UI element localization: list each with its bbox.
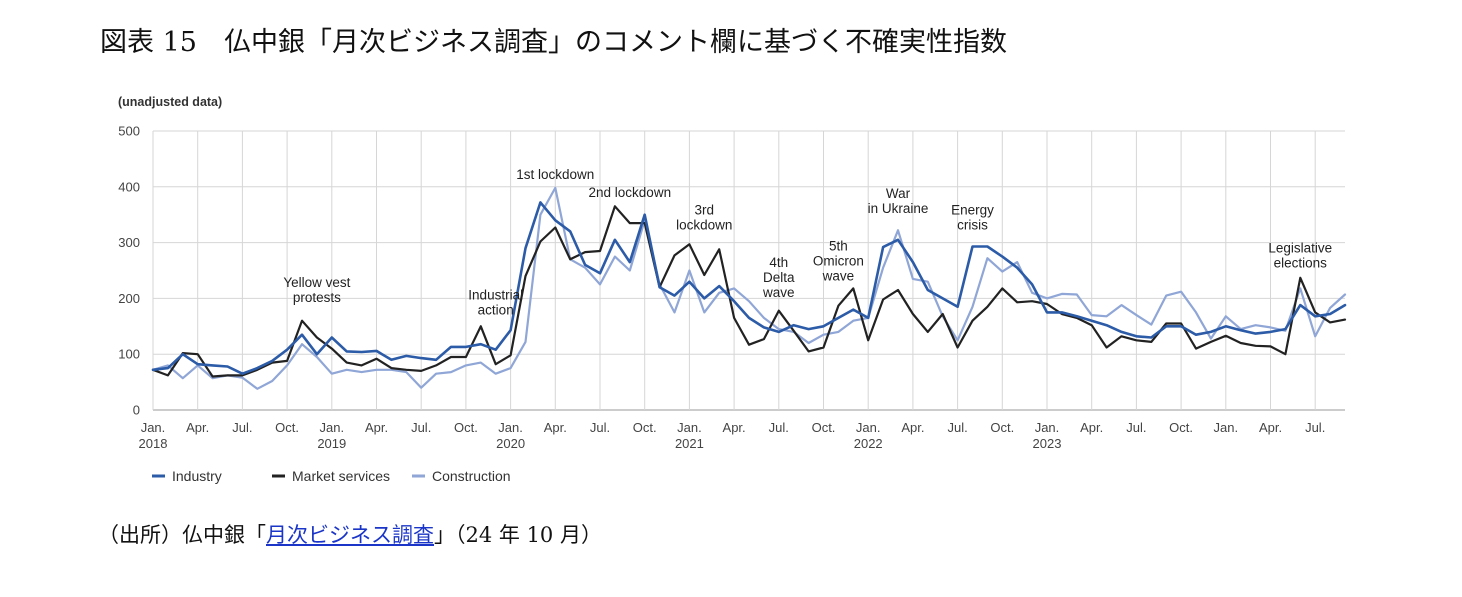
annotation-label: Legislative [1268, 241, 1332, 256]
annotation-label: 5th [829, 238, 848, 253]
chart-legend: Industry Market services Construction [152, 468, 511, 484]
x-tick-label: Jan. [1035, 420, 1060, 435]
annotation-label: Industrial [468, 288, 523, 303]
annotation-label: Omicron [813, 253, 864, 268]
annotation-label: elections [1274, 256, 1328, 271]
x-tick-label: Jul. [232, 420, 252, 435]
legend-label: Market services [292, 468, 390, 484]
series-lines [151, 186, 1347, 390]
chart-grid [152, 130, 1345, 411]
x-tick-label: Apr. [365, 420, 388, 435]
x-tick-label: Jul. [411, 420, 431, 435]
annotation-label: 3rd [695, 203, 715, 218]
source-note: （出所）仏中銀「月次ビジネス調査」（24 年 10 月） [98, 519, 602, 549]
x-tick-label: Oct. [633, 420, 657, 435]
x-tick-label: Apr. [1080, 420, 1103, 435]
source-prefix: （出所）仏中銀「 [98, 523, 266, 547]
annotation-label: protests [293, 290, 341, 305]
legend-label: Construction [432, 468, 511, 484]
chart-subtitle: (unadjusted data) [118, 95, 222, 109]
annotation-label: Energy [951, 203, 994, 218]
x-tick-year: 2018 [139, 436, 168, 451]
x-tick-label: Apr. [544, 420, 567, 435]
x-tick-year: 2019 [317, 436, 346, 451]
series-line-market-services [151, 205, 1347, 378]
annotation-label: War [886, 186, 911, 201]
annotation-label: Delta [763, 270, 795, 285]
x-tick-label: Oct. [275, 420, 299, 435]
x-tick-year: 2023 [1033, 436, 1062, 451]
source-suffix: 」（24 年 10 月） [434, 523, 602, 547]
annotation-label: Yellow vest [283, 275, 350, 290]
x-tick-label: Jan. [498, 420, 523, 435]
x-tick-label: Jan. [320, 420, 345, 435]
annotation-label: action [478, 303, 514, 318]
x-tick-label: Oct. [454, 420, 478, 435]
series-line-industry [151, 201, 1347, 376]
x-tick-label: Apr. [186, 420, 209, 435]
y-tick-label: 200 [118, 291, 140, 306]
series-line-construction [151, 186, 1347, 390]
figure-title: 図表 15 仏中銀「月次ビジネス調査」のコメント欄に基づく不確実性指数 [100, 27, 1007, 58]
x-tick-label: Jan. [856, 420, 881, 435]
source-link[interactable]: 月次ビジネス調査 [266, 523, 434, 547]
x-tick-year: 2020 [496, 436, 525, 451]
x-tick-label: Oct. [812, 420, 836, 435]
legend-label: Industry [172, 468, 222, 484]
annotation-label: lockdown [676, 218, 732, 233]
x-tick-label: Jan. [1214, 420, 1239, 435]
x-tick-label: Apr. [901, 420, 924, 435]
annotation-label: crisis [957, 218, 988, 233]
x-tick-label: Jul. [1305, 420, 1325, 435]
annotation-label: 1st lockdown [516, 167, 594, 182]
x-tick-label: Jul. [769, 420, 789, 435]
y-axis-ticks: 0 100 200 300 400 500 [118, 124, 140, 418]
x-tick-label: Jan. [677, 420, 702, 435]
x-tick-label: Jul. [590, 420, 610, 435]
x-tick-label: Jul. [1126, 420, 1146, 435]
x-tick-year: 2021 [675, 436, 704, 451]
y-tick-label: 0 [133, 403, 140, 418]
y-tick-label: 300 [118, 235, 140, 250]
annotation-label: wave [762, 285, 795, 300]
y-tick-label: 100 [118, 347, 140, 362]
annotation-label: wave [822, 268, 855, 283]
annotation-label: in Ukraine [868, 201, 929, 216]
x-tick-label: Apr. [1259, 420, 1282, 435]
annotation-label: 4th [769, 255, 788, 270]
x-tick-label: Oct. [1169, 420, 1193, 435]
y-tick-label: 400 [118, 179, 140, 194]
y-tick-label: 500 [118, 124, 140, 139]
annotation-label: 2nd lockdown [589, 185, 672, 200]
x-tick-label: Apr. [723, 420, 746, 435]
x-tick-label: Oct. [990, 420, 1014, 435]
x-tick-label: Jul. [947, 420, 967, 435]
x-tick-year: 2022 [854, 436, 883, 451]
x-tick-label: Jan. [141, 420, 166, 435]
